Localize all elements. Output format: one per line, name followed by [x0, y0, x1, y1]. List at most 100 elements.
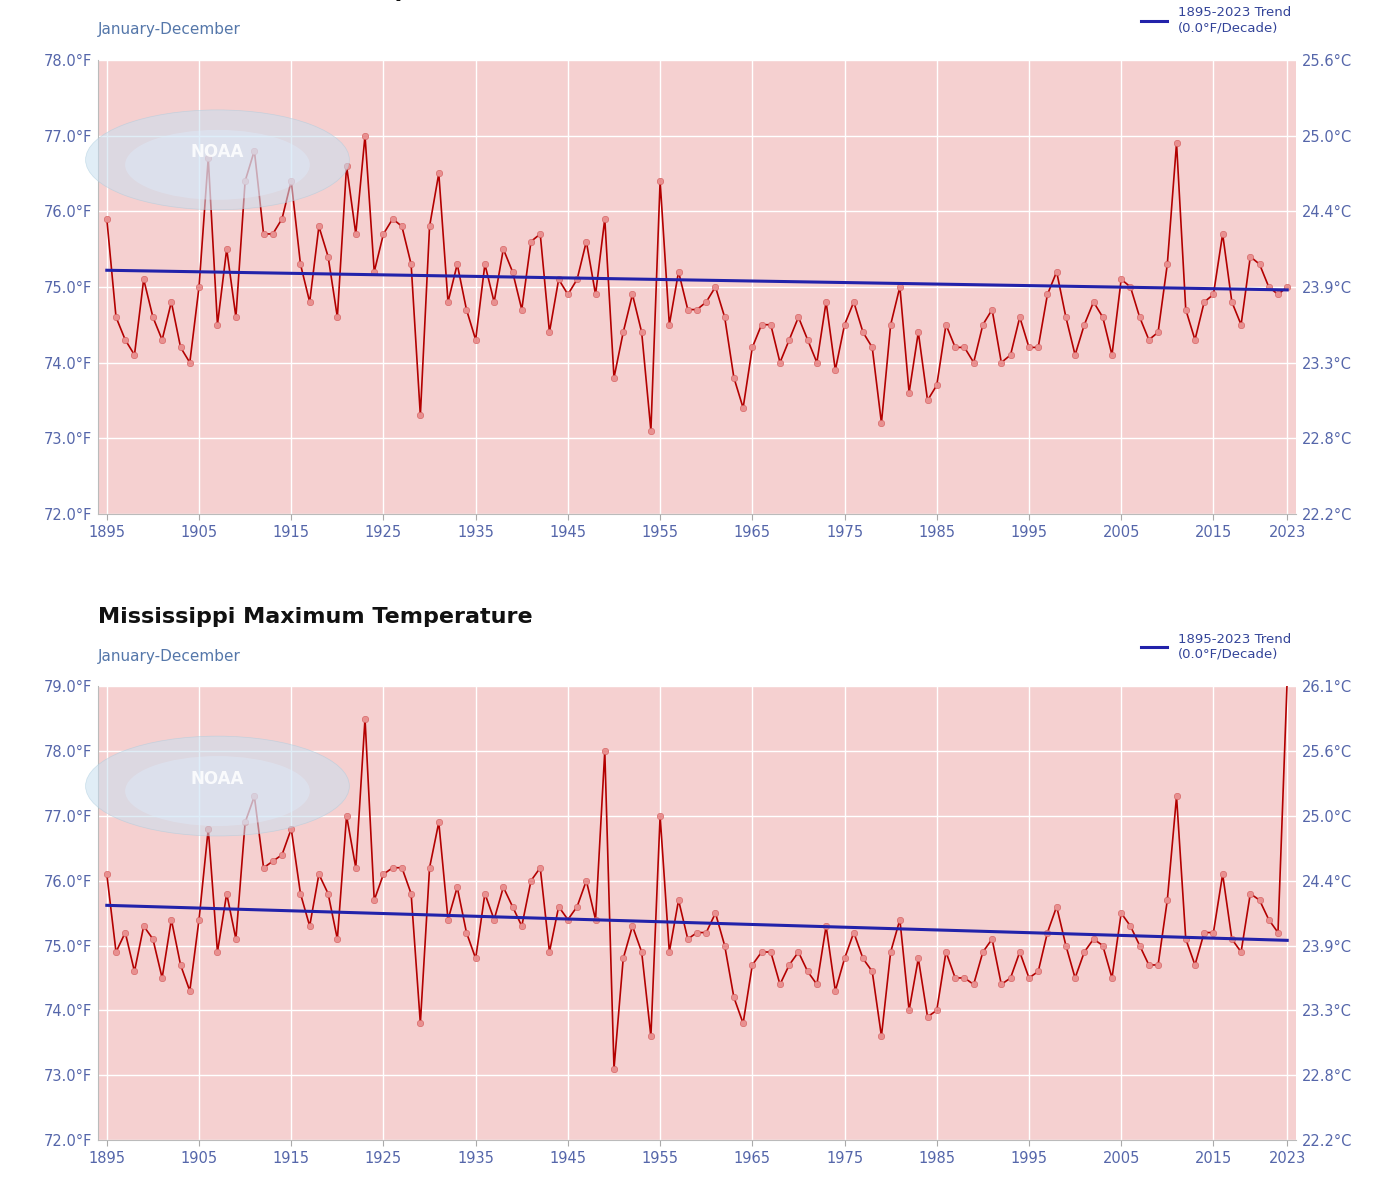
Point — [160, 293, 183, 312]
Point — [326, 930, 348, 949]
Point — [834, 949, 856, 968]
Point — [428, 164, 450, 184]
Point — [548, 898, 570, 917]
Point — [1221, 293, 1243, 312]
Point — [548, 270, 570, 289]
Point — [436, 293, 459, 312]
Point — [362, 890, 385, 910]
Point — [612, 949, 634, 968]
Point — [742, 337, 764, 356]
Point — [815, 917, 838, 936]
Point — [243, 142, 265, 161]
Point — [1230, 942, 1252, 961]
Point — [456, 923, 478, 942]
Point — [926, 376, 948, 395]
Point — [594, 742, 616, 761]
Point — [916, 1007, 938, 1026]
Point — [482, 293, 505, 312]
Point — [612, 323, 634, 342]
Point — [151, 330, 173, 349]
Point — [1230, 316, 1252, 335]
Point — [668, 262, 690, 281]
Point — [262, 852, 284, 871]
Point — [750, 316, 772, 335]
Point — [1193, 293, 1216, 312]
Point — [298, 917, 321, 936]
Text: January-December: January-December — [98, 23, 240, 37]
Point — [216, 884, 238, 904]
Point — [852, 323, 874, 342]
Point — [456, 300, 478, 319]
Point — [418, 217, 441, 236]
Point — [197, 820, 219, 839]
Point — [1073, 316, 1096, 335]
Point — [188, 910, 210, 929]
Point — [464, 949, 487, 968]
Point — [1202, 284, 1224, 304]
Point — [658, 942, 680, 961]
Text: NOAA: NOAA — [191, 769, 244, 787]
Point — [96, 209, 118, 228]
Point — [436, 910, 459, 929]
Point — [806, 974, 828, 994]
Point — [834, 316, 856, 335]
Point — [889, 277, 912, 296]
Point — [1101, 968, 1124, 988]
Point — [944, 337, 966, 356]
Point — [1009, 942, 1032, 961]
Point — [382, 858, 404, 877]
Point — [640, 421, 662, 440]
Point — [1175, 930, 1197, 949]
Text: January-December: January-December — [98, 648, 240, 664]
Point — [584, 284, 606, 304]
Point — [308, 865, 330, 884]
Point — [418, 858, 441, 877]
Point — [842, 923, 864, 942]
Point — [1119, 277, 1142, 296]
Point — [870, 1027, 892, 1046]
Point — [530, 224, 552, 244]
Point — [1156, 254, 1178, 274]
Point — [1027, 337, 1050, 356]
Point — [630, 942, 652, 961]
Point — [640, 1027, 662, 1046]
Point — [1129, 307, 1151, 326]
Point — [206, 942, 229, 961]
Point — [769, 353, 792, 372]
Point — [1221, 930, 1243, 949]
Point — [105, 307, 127, 326]
Point — [1202, 923, 1224, 942]
Point — [935, 942, 958, 961]
Point — [1082, 930, 1104, 949]
Point — [1055, 307, 1078, 326]
Point — [354, 709, 376, 728]
Point — [510, 917, 533, 936]
Point — [280, 172, 302, 191]
Point — [344, 858, 367, 877]
Point — [1119, 917, 1142, 936]
Point — [123, 962, 145, 982]
Point — [907, 949, 930, 968]
Point — [132, 270, 155, 289]
Point — [520, 232, 542, 251]
Point — [696, 923, 718, 942]
Point — [123, 346, 145, 365]
Point — [1257, 910, 1280, 929]
Point — [520, 871, 542, 890]
Point — [630, 323, 652, 342]
Point — [290, 884, 312, 904]
Point — [676, 300, 698, 319]
Point — [1027, 962, 1050, 982]
Point — [160, 910, 183, 929]
Point — [1249, 890, 1271, 910]
Point — [1009, 307, 1032, 326]
Point — [132, 917, 155, 936]
Point — [344, 224, 367, 244]
Point — [336, 806, 358, 826]
Point — [999, 968, 1022, 988]
Circle shape — [125, 756, 309, 826]
Point — [732, 1014, 754, 1033]
Point — [898, 1001, 920, 1020]
Point — [953, 337, 976, 356]
Point — [880, 942, 902, 961]
